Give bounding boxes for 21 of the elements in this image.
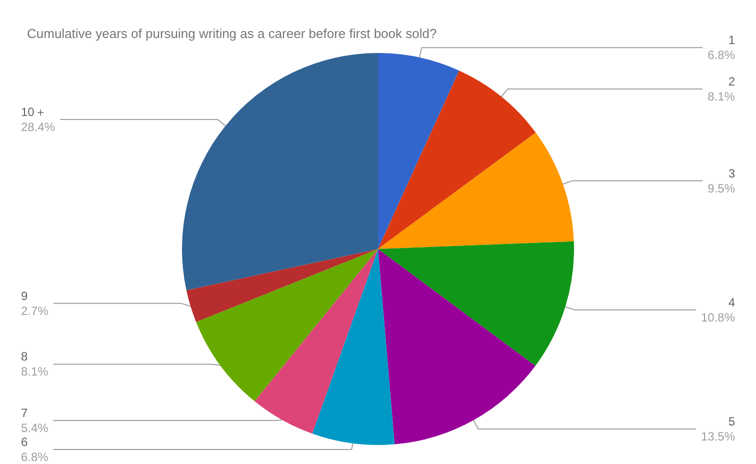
slice-label: 5 [728,414,736,428]
data-label: 5.4% [21,421,49,435]
data-label: 6.8% [21,450,49,464]
slice-label: 9 [21,288,28,303]
slice-label: 4 [728,295,736,310]
data-label: 8.1% [708,89,736,104]
slice-label: 10＋ [21,105,46,120]
slice-label: 3 [728,166,736,180]
data-label: 8.1% [21,364,49,379]
data-label: 9.5% [708,181,736,196]
data-label: 13.5% [700,429,736,444]
data-label: 10.8% [700,310,736,324]
data-label: 28.4% [21,120,56,134]
data-label: 6.8% [708,48,736,62]
slice-label: 1 [728,33,736,48]
data-label: 2.7% [21,304,49,318]
chart-title: Cumulative years of pursuing writing as a career before first book sold? [27,26,437,41]
slice-label: 2 [728,74,736,88]
slice-label: 6 [21,435,28,449]
slice-label: 8 [21,350,28,364]
slice-label: 7 [21,406,28,420]
